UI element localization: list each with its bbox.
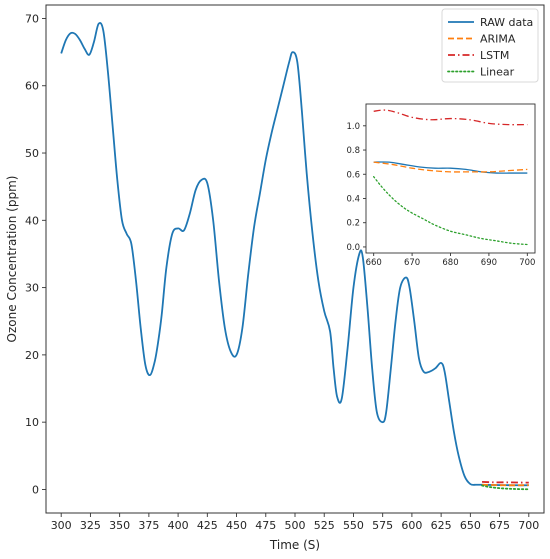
main-y-tick-label: 0 bbox=[32, 483, 39, 496]
inset-x-tick-label: 660 bbox=[366, 258, 382, 268]
inset-plot: 660 670 680 690 700 0.0 0.2 0.4 0.6 0.8 1.0 bbox=[346, 103, 536, 268]
main-x-tick-label: 350 bbox=[109, 519, 130, 532]
inset-x-tick-label: 670 bbox=[404, 258, 420, 268]
inset-series-arima bbox=[373, 161, 528, 173]
main-x-tick-label: 400 bbox=[168, 519, 189, 532]
inset-x-tick-label: 700 bbox=[519, 258, 535, 268]
main-x-tick-label: 600 bbox=[401, 519, 422, 532]
main-y-tick-label: 50 bbox=[25, 147, 39, 160]
main-x-tick-label: 525 bbox=[314, 519, 335, 532]
main-y-tick-label: 30 bbox=[25, 282, 39, 295]
main-x-tick-label: 700 bbox=[518, 519, 539, 532]
main-axes-frame bbox=[45, 4, 545, 514]
main-x-tick-label: 550 bbox=[343, 519, 364, 532]
inset-y-tick-label: 0.2 bbox=[346, 219, 360, 229]
main-x-tick-label: 375 bbox=[138, 519, 159, 532]
inset-x-tick-label: 690 bbox=[481, 258, 497, 268]
inset-series-linear bbox=[373, 176, 528, 246]
main-y-tick-label: 70 bbox=[25, 12, 39, 25]
main-x-axis-label: Time (S) bbox=[269, 538, 320, 552]
main-x-tick-label: 650 bbox=[460, 519, 481, 532]
main-series-linear bbox=[481, 484, 530, 491]
main-x-tick-label: 475 bbox=[255, 519, 276, 532]
main-x-tick-label: 500 bbox=[285, 519, 306, 532]
legend-box bbox=[441, 8, 539, 83]
main-y-axis-label: Ozone Concentration (ppm) bbox=[5, 176, 19, 343]
main-y-tick-label: 60 bbox=[25, 80, 39, 93]
main-x-tick-label: 625 bbox=[431, 519, 452, 532]
inset-series-raw-data bbox=[373, 161, 528, 174]
legend: RAW data ARIMA LSTM Linear bbox=[441, 8, 539, 83]
main-x-tick-label: 425 bbox=[197, 519, 218, 532]
inset-series-lstm bbox=[373, 109, 528, 126]
main-x-tick-label: 325 bbox=[80, 519, 101, 532]
inset-axes-frame bbox=[365, 103, 536, 254]
main-x-tick-label: 575 bbox=[372, 519, 393, 532]
main-y-tick-label: 10 bbox=[25, 416, 39, 429]
main-x-tick-label: 450 bbox=[226, 519, 247, 532]
main-plot: 300 325 350 375 400 425 450 475 500 525 550 575 600 6… bbox=[5, 4, 545, 552]
inset-y-tick-label: 0.8 bbox=[346, 146, 360, 156]
main-y-tick-label: 40 bbox=[25, 214, 39, 227]
main-x-tick-label: 675 bbox=[489, 519, 510, 532]
inset-y-tick-label: 0.4 bbox=[346, 194, 360, 204]
legend-label-linear: Linear bbox=[480, 66, 515, 79]
inset-x-tick-label: 680 bbox=[442, 258, 458, 268]
inset-y-tick-label: 1.0 bbox=[346, 122, 360, 132]
legend-label-lstm: LSTM bbox=[480, 49, 509, 62]
main-series-arima bbox=[482, 483, 529, 487]
main-series-raw-data bbox=[60, 22, 529, 487]
legend-label-raw-data: RAW data bbox=[480, 16, 533, 29]
inset-y-tick-label: 0.0 bbox=[346, 243, 360, 253]
inset-y-tick-label: 0.6 bbox=[346, 170, 360, 180]
legend-label-arima: ARIMA bbox=[480, 33, 516, 46]
main-x-tick-label: 300 bbox=[51, 519, 72, 532]
main-y-tick-label: 20 bbox=[25, 349, 39, 362]
